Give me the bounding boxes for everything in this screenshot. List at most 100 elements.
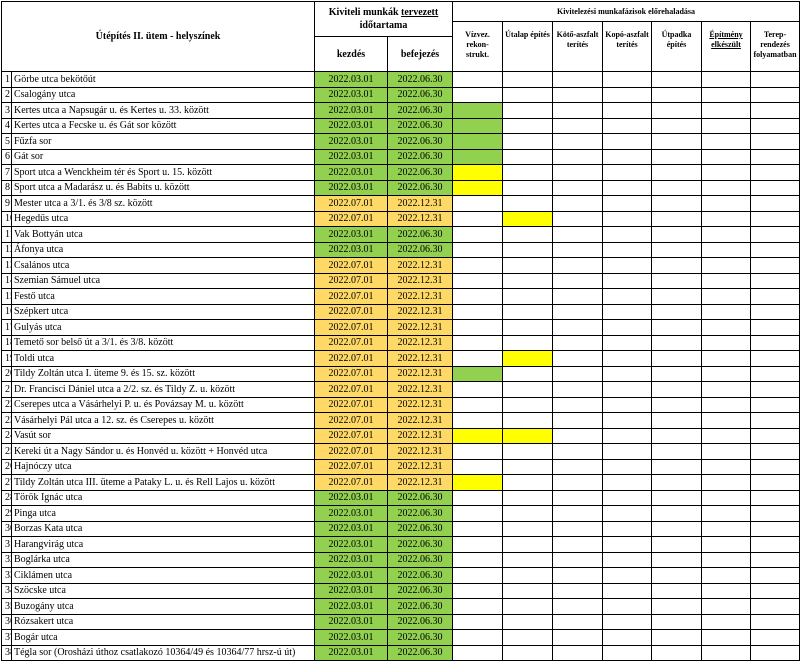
location: Kertes utca a Fecske u. és Gát sor közöt… bbox=[11, 117, 315, 134]
progress-cell bbox=[502, 86, 553, 103]
progress-cell bbox=[452, 567, 503, 584]
progress-cell bbox=[651, 86, 702, 103]
progress-cell bbox=[452, 427, 503, 444]
progress-cell bbox=[651, 210, 702, 227]
progress-cell bbox=[452, 598, 503, 615]
progress-cell bbox=[452, 210, 503, 227]
period-title-text: Kiviteli munkák bbox=[328, 7, 402, 18]
progress-cell bbox=[452, 396, 503, 413]
row-number: 18 bbox=[1, 334, 12, 351]
progress-cell bbox=[651, 257, 702, 274]
progress-cell bbox=[701, 86, 751, 103]
progress-cell bbox=[452, 613, 503, 630]
location: Hegedűs utca bbox=[11, 210, 315, 227]
table-row: 14Szemian Sámuel utca2022.07.012022.12.3… bbox=[1, 272, 800, 289]
end-date: 2022.06.30 bbox=[387, 551, 453, 568]
location: Áfonya utca bbox=[11, 241, 315, 258]
progress-cell bbox=[602, 195, 652, 212]
progress-cell bbox=[602, 303, 652, 320]
end-date: 2022.06.30 bbox=[387, 613, 453, 630]
progress-cell bbox=[651, 613, 702, 630]
end-date: 2022.06.30 bbox=[387, 164, 453, 181]
start-date: 2022.03.01 bbox=[314, 551, 388, 568]
start-date: 2022.03.01 bbox=[314, 71, 388, 88]
end-date: 2022.12.31 bbox=[387, 319, 453, 336]
progress-cell bbox=[452, 71, 503, 88]
progress-cell bbox=[651, 427, 702, 444]
row-number: 24 bbox=[1, 427, 12, 444]
progress-cell bbox=[502, 458, 553, 475]
progress-cell bbox=[651, 443, 702, 460]
row-number: 14 bbox=[1, 272, 12, 289]
progress-cell bbox=[701, 629, 751, 646]
progress-cell bbox=[602, 133, 652, 150]
location: Hajnóczy utca bbox=[11, 458, 315, 475]
progress-cell bbox=[502, 567, 553, 584]
progress-cell bbox=[552, 288, 603, 305]
progress-cell bbox=[452, 520, 503, 537]
start-date: 2022.07.01 bbox=[314, 350, 388, 367]
progress-cell bbox=[552, 551, 603, 568]
progress-cell bbox=[701, 164, 751, 181]
progress-cell bbox=[502, 257, 553, 274]
progress-cell bbox=[749, 210, 800, 227]
location: Gát sor bbox=[11, 148, 315, 165]
start-date: 2022.03.01 bbox=[314, 489, 388, 506]
start-date: 2022.07.01 bbox=[314, 443, 388, 460]
location: Kereki út a Nagy Sándor u. és Honvéd u. … bbox=[11, 443, 315, 460]
progress-cell bbox=[701, 567, 751, 584]
progress-cell bbox=[502, 644, 553, 661]
progress-cell bbox=[552, 319, 603, 336]
start-date: 2022.07.01 bbox=[314, 210, 388, 227]
row-number: 3 bbox=[1, 102, 12, 119]
location: Görbe utca bekötőút bbox=[11, 71, 315, 88]
progress-cell bbox=[701, 443, 751, 460]
start-date: 2022.07.01 bbox=[314, 427, 388, 444]
progress-cell bbox=[701, 536, 751, 553]
start-date: 2022.03.01 bbox=[314, 102, 388, 119]
end-date: 2022.12.31 bbox=[387, 272, 453, 289]
progress-cell bbox=[502, 241, 553, 258]
start-date: 2022.07.01 bbox=[314, 412, 388, 429]
progress-cell bbox=[552, 241, 603, 258]
progress-cell bbox=[749, 179, 800, 196]
progress-cell bbox=[552, 536, 603, 553]
progress-cell bbox=[701, 520, 751, 537]
location: Cserepes utca a Vásárhelyi P. u. és Pová… bbox=[11, 396, 315, 413]
start-header: kezdés bbox=[314, 36, 388, 72]
progress-cell bbox=[602, 319, 652, 336]
progress-cell bbox=[452, 458, 503, 475]
progress-cell bbox=[651, 148, 702, 165]
progress-cell bbox=[552, 567, 603, 584]
progress-cell bbox=[552, 133, 603, 150]
progress-cell bbox=[701, 598, 751, 615]
progress-cell bbox=[651, 567, 702, 584]
start-date: 2022.07.01 bbox=[314, 365, 388, 382]
progress-cell bbox=[701, 551, 751, 568]
progress-cell bbox=[602, 148, 652, 165]
start-date: 2022.03.01 bbox=[314, 117, 388, 134]
row-number: 21 bbox=[1, 381, 12, 398]
progress-cell bbox=[651, 520, 702, 537]
end-date: 2022.06.30 bbox=[387, 117, 453, 134]
progress-cell bbox=[749, 613, 800, 630]
end-date: 2022.06.30 bbox=[387, 133, 453, 150]
location: Vásárhelyi Pál utca a 12. sz. és Cserepe… bbox=[11, 412, 315, 429]
end-date: 2022.06.30 bbox=[387, 86, 453, 103]
progress-cell bbox=[602, 551, 652, 568]
location: Temető sor belső út a 3/1. és 3/8. közöt… bbox=[11, 334, 315, 351]
end-date: 2022.06.30 bbox=[387, 582, 453, 599]
progress-cell bbox=[502, 195, 553, 212]
location: Török Ignác utca bbox=[11, 489, 315, 506]
end-date: 2022.06.30 bbox=[387, 644, 453, 661]
location: Dr. Francisci Dániel utca a 2/2. sz. és … bbox=[11, 381, 315, 398]
table-row: 5 Fűzfa sor 2022.03.01 2022.06.30 bbox=[1, 133, 800, 150]
location: Borzas Kata utca bbox=[11, 520, 315, 537]
